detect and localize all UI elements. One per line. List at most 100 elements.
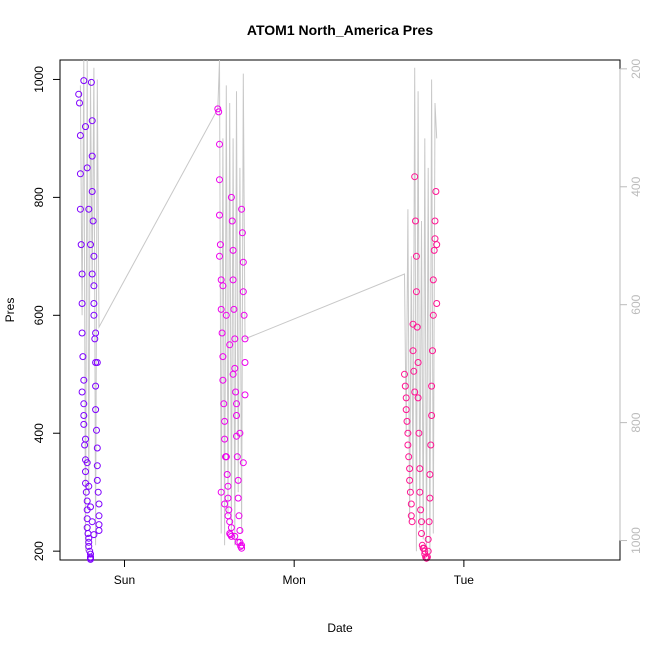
data-point	[94, 488, 102, 496]
data-point	[406, 488, 414, 496]
data-point	[234, 494, 242, 502]
data-point	[423, 554, 430, 562]
y-right-tick-label: 400	[629, 176, 643, 196]
data-point	[424, 535, 432, 543]
data-point	[417, 506, 425, 514]
data-point	[239, 288, 247, 296]
data-point	[78, 329, 86, 337]
data-point	[241, 335, 249, 343]
data-point	[82, 435, 89, 443]
data-point	[222, 453, 230, 461]
data-point	[82, 488, 90, 496]
data-point	[427, 441, 435, 449]
x-tick-label: Mon	[283, 573, 306, 587]
data-point	[428, 412, 436, 419]
data-point	[95, 527, 103, 534]
data-point	[88, 117, 96, 125]
data-point	[82, 123, 89, 131]
data-point	[87, 78, 95, 86]
data-point	[412, 217, 419, 225]
data-point	[235, 512, 243, 520]
data-point	[93, 462, 101, 470]
data-point	[240, 311, 248, 319]
data-point	[236, 429, 244, 437]
data-point	[90, 300, 98, 307]
data-point	[76, 205, 84, 213]
data-point	[85, 534, 93, 542]
data-point	[85, 205, 93, 213]
data-point	[224, 512, 232, 520]
y-axis-label: Pres	[3, 298, 17, 323]
data-point	[78, 270, 86, 278]
data-point	[93, 476, 101, 484]
data-point	[410, 367, 418, 375]
data-point	[433, 241, 441, 249]
data-point	[408, 518, 416, 526]
data-point	[407, 500, 415, 508]
data-point	[78, 388, 86, 396]
y-tick-label: 400	[32, 423, 46, 443]
data-point	[239, 258, 247, 266]
data-point	[403, 417, 411, 425]
plot-area	[59, 59, 621, 561]
data-point	[76, 170, 84, 178]
data-point	[221, 500, 229, 508]
data-point	[221, 435, 229, 443]
x-tick-label: Tue	[454, 573, 475, 587]
data-point	[95, 512, 103, 520]
data-point	[90, 311, 98, 319]
data-point	[90, 282, 98, 290]
data-point	[83, 164, 91, 172]
data-point	[233, 412, 240, 419]
data-point	[79, 353, 87, 361]
x-axis-label: Date	[327, 621, 353, 635]
data-point	[414, 394, 422, 402]
data-point	[418, 530, 425, 537]
data-point	[90, 531, 98, 539]
chart-title: ATOM1 North_America Pres	[247, 22, 433, 38]
data-point	[406, 476, 414, 484]
data-point	[90, 252, 98, 260]
data-point	[233, 453, 241, 461]
data-point	[80, 376, 88, 384]
data-point	[215, 108, 223, 116]
data-point	[92, 329, 100, 337]
y-tick-label: 200	[32, 541, 46, 561]
data-point	[231, 364, 239, 372]
y-tick-label: 1000	[32, 66, 46, 93]
y-axis: 200 400 600 800 1000	[32, 66, 61, 561]
data-point	[80, 400, 88, 408]
data-point	[83, 497, 91, 505]
data-point	[85, 542, 93, 550]
data-point	[234, 476, 242, 484]
data-point	[78, 300, 86, 307]
data-point	[221, 417, 229, 425]
data-point	[88, 188, 96, 195]
data-point	[402, 406, 410, 414]
data-point	[75, 90, 83, 98]
plot-frame	[59, 59, 621, 561]
data-point	[429, 311, 437, 319]
data-point	[217, 488, 225, 496]
data-point	[409, 347, 417, 355]
data-point	[239, 459, 247, 467]
y-right-tick-label: 200	[629, 59, 643, 79]
data-point	[405, 453, 413, 461]
data-point	[80, 420, 88, 428]
data-point	[95, 521, 103, 529]
data-point	[238, 229, 246, 237]
data-point	[80, 412, 88, 419]
x-axis: Sun Mon Tue	[114, 559, 475, 587]
data-point	[430, 246, 438, 254]
data-point	[241, 391, 249, 399]
data-point	[216, 241, 224, 249]
data-point	[227, 524, 235, 532]
data-point	[431, 235, 439, 243]
data-point	[424, 547, 432, 555]
data-point	[216, 140, 223, 148]
data-point	[214, 105, 222, 113]
data-point	[92, 406, 100, 414]
data-point	[76, 132, 84, 139]
data-point	[432, 188, 440, 195]
